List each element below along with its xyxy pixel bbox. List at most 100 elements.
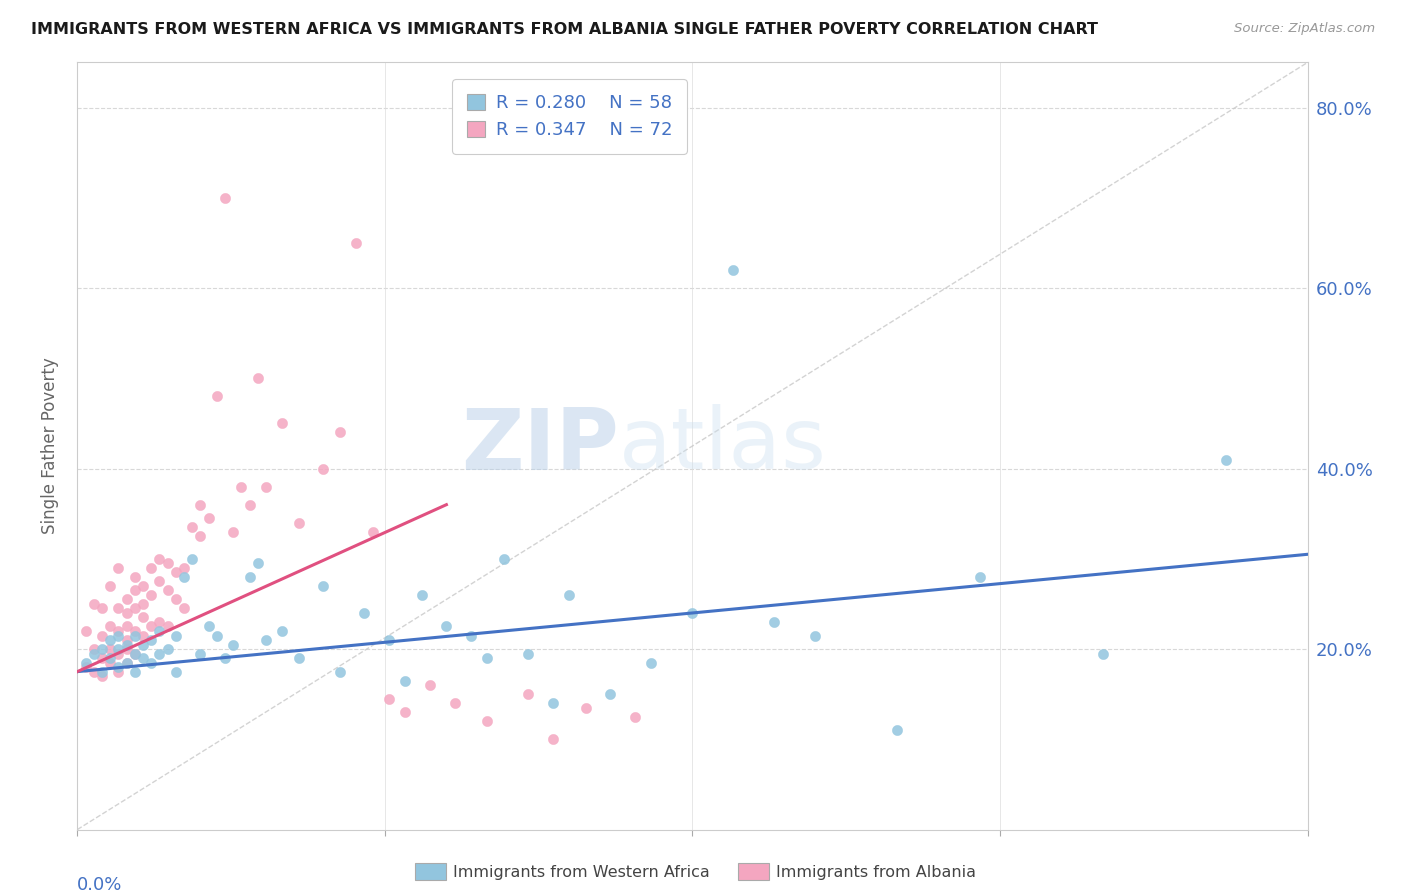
Point: [115, 633, 138, 648]
Point: [239, 498, 262, 512]
Point: [477, 714, 499, 729]
Point: [312, 579, 335, 593]
Text: Immigrants from Albania: Immigrants from Albania: [776, 865, 976, 880]
Point: [329, 665, 352, 679]
Point: [115, 642, 138, 657]
Point: [188, 529, 212, 543]
Point: [124, 624, 146, 638]
Point: [124, 647, 146, 661]
Point: [436, 619, 458, 633]
Point: [124, 628, 146, 642]
Point: [541, 732, 564, 747]
Point: [1215, 452, 1237, 467]
Point: [181, 551, 204, 566]
Point: [132, 638, 155, 652]
Point: [141, 633, 163, 648]
Point: [173, 601, 195, 615]
Point: [288, 651, 311, 665]
Point: [254, 633, 277, 648]
Point: [107, 665, 129, 679]
Point: [83, 597, 105, 611]
Point: [141, 561, 163, 575]
Point: [148, 624, 170, 638]
Point: [124, 665, 146, 679]
Point: [148, 647, 170, 661]
Point: [222, 638, 245, 652]
Point: [378, 691, 401, 706]
Point: [107, 660, 129, 674]
Point: [541, 696, 564, 710]
Point: [231, 480, 253, 494]
Point: [98, 656, 121, 670]
Legend: R = 0.280    N = 58, R = 0.347    N = 72: R = 0.280 N = 58, R = 0.347 N = 72: [453, 79, 686, 153]
Point: [115, 619, 138, 633]
Point: [640, 656, 662, 670]
Point: [344, 235, 367, 250]
Text: ZIP: ZIP: [461, 404, 619, 488]
Point: [682, 606, 704, 620]
Point: [419, 678, 441, 692]
Point: [197, 511, 219, 525]
Point: [804, 628, 827, 642]
Point: [361, 524, 384, 539]
Y-axis label: Single Father Poverty: Single Father Poverty: [41, 358, 59, 534]
Text: IMMIGRANTS FROM WESTERN AFRICA VS IMMIGRANTS FROM ALBANIA SINGLE FATHER POVERTY : IMMIGRANTS FROM WESTERN AFRICA VS IMMIGR…: [31, 22, 1098, 37]
Point: [124, 647, 146, 661]
Point: [205, 389, 228, 403]
Point: [246, 557, 269, 571]
Point: [156, 642, 179, 657]
Point: [394, 705, 416, 719]
Point: [969, 570, 991, 584]
Point: [517, 647, 540, 661]
Point: [75, 656, 97, 670]
Point: [107, 628, 129, 642]
Point: [156, 583, 179, 598]
Point: [141, 619, 163, 633]
Point: [205, 628, 228, 642]
Point: [107, 624, 129, 638]
Text: Immigrants from Western Africa: Immigrants from Western Africa: [453, 865, 710, 880]
Point: [723, 263, 745, 277]
Point: [254, 480, 277, 494]
Point: [197, 619, 219, 633]
Point: [173, 570, 195, 584]
Point: [124, 570, 146, 584]
Point: [517, 687, 540, 701]
Point: [98, 642, 121, 657]
Point: [575, 700, 598, 714]
Point: [115, 656, 138, 670]
Point: [188, 647, 212, 661]
Point: [329, 425, 352, 440]
Point: [181, 520, 204, 534]
Point: [411, 588, 433, 602]
Point: [141, 656, 163, 670]
Point: [886, 723, 908, 738]
Point: [173, 561, 195, 575]
Point: [165, 592, 187, 607]
Text: atlas: atlas: [619, 404, 827, 488]
Point: [115, 606, 138, 620]
Point: [624, 710, 647, 724]
Point: [132, 579, 155, 593]
Point: [115, 592, 138, 607]
Point: [90, 642, 114, 657]
Point: [246, 371, 269, 385]
Point: [90, 628, 114, 642]
Point: [1091, 647, 1114, 661]
Point: [83, 642, 105, 657]
Point: [165, 628, 187, 642]
Point: [443, 696, 465, 710]
Point: [353, 606, 375, 620]
Point: [188, 498, 212, 512]
Text: 0.0%: 0.0%: [77, 876, 122, 892]
Point: [312, 461, 335, 475]
Point: [148, 574, 170, 589]
Point: [107, 647, 129, 661]
Point: [214, 651, 236, 665]
Point: [115, 638, 138, 652]
Point: [98, 651, 121, 665]
Point: [98, 579, 121, 593]
Point: [107, 642, 129, 657]
Point: [378, 633, 401, 648]
Point: [239, 570, 262, 584]
